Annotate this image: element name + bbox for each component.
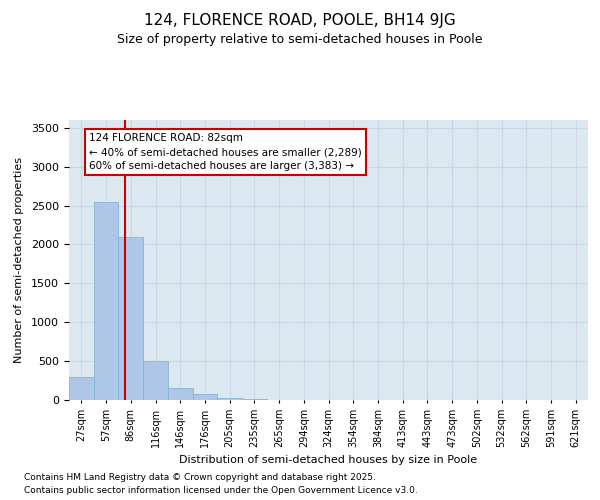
Bar <box>94 202 118 400</box>
Bar <box>217 398 242 400</box>
Bar <box>168 388 193 400</box>
Y-axis label: Number of semi-detached properties: Number of semi-detached properties <box>14 157 24 363</box>
Bar <box>69 376 94 400</box>
Bar <box>143 361 168 400</box>
Text: Size of property relative to semi-detached houses in Poole: Size of property relative to semi-detach… <box>117 32 483 46</box>
X-axis label: Distribution of semi-detached houses by size in Poole: Distribution of semi-detached houses by … <box>179 456 478 466</box>
Bar <box>118 236 143 400</box>
Text: Contains public sector information licensed under the Open Government Licence v3: Contains public sector information licen… <box>24 486 418 495</box>
Text: Contains HM Land Registry data © Crown copyright and database right 2025.: Contains HM Land Registry data © Crown c… <box>24 472 376 482</box>
Bar <box>193 394 217 400</box>
Bar <box>242 399 267 400</box>
Text: 124 FLORENCE ROAD: 82sqm
← 40% of semi-detached houses are smaller (2,289)
60% o: 124 FLORENCE ROAD: 82sqm ← 40% of semi-d… <box>89 133 362 171</box>
Text: 124, FLORENCE ROAD, POOLE, BH14 9JG: 124, FLORENCE ROAD, POOLE, BH14 9JG <box>144 12 456 28</box>
